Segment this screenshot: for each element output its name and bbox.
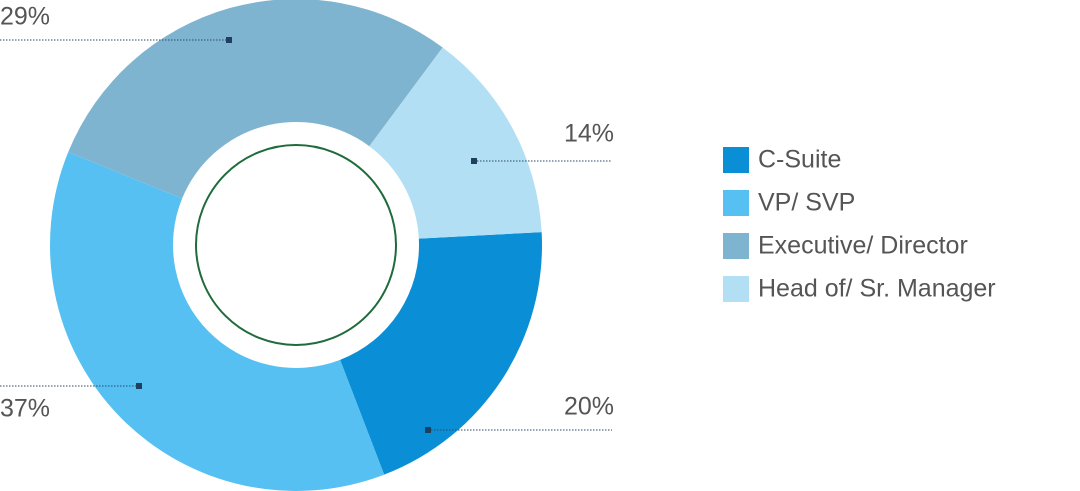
donut-slice xyxy=(369,47,542,239)
legend-swatch xyxy=(723,276,749,302)
leader-dot xyxy=(471,158,477,164)
value-label: 37% xyxy=(0,395,50,423)
legend-swatch xyxy=(723,190,749,216)
value-label: 20% xyxy=(564,393,614,421)
donut-slice xyxy=(68,0,443,199)
legend-label: VP/ SVP xyxy=(758,189,855,217)
legend-label: C-Suite xyxy=(758,146,841,174)
leader-dot xyxy=(136,383,142,389)
leader-dot xyxy=(226,37,232,43)
donut-slice xyxy=(50,152,385,491)
value-label: 14% xyxy=(564,120,614,148)
legend-swatch xyxy=(723,147,749,173)
donut-slice xyxy=(340,232,542,475)
inner-ring xyxy=(195,144,397,346)
legend-label: Head of/ Sr. Manager xyxy=(758,275,996,303)
leader-dot xyxy=(425,427,431,433)
value-label: 29% xyxy=(0,3,50,31)
legend-label: Executive/ Director xyxy=(758,232,968,260)
legend-swatch xyxy=(723,233,749,259)
